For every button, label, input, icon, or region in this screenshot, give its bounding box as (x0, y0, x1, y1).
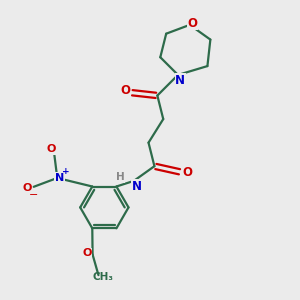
Text: +: + (62, 167, 69, 176)
Text: N: N (55, 173, 64, 183)
Text: −: − (29, 190, 38, 200)
Text: O: O (47, 144, 56, 154)
Text: O: O (188, 17, 198, 30)
Text: O: O (22, 183, 32, 193)
Text: N: N (132, 180, 142, 193)
Text: CH₃: CH₃ (92, 272, 113, 283)
Text: H: H (116, 172, 125, 182)
Text: O: O (121, 84, 130, 97)
Text: O: O (82, 248, 92, 258)
Text: O: O (182, 166, 192, 178)
Text: N: N (175, 74, 185, 87)
